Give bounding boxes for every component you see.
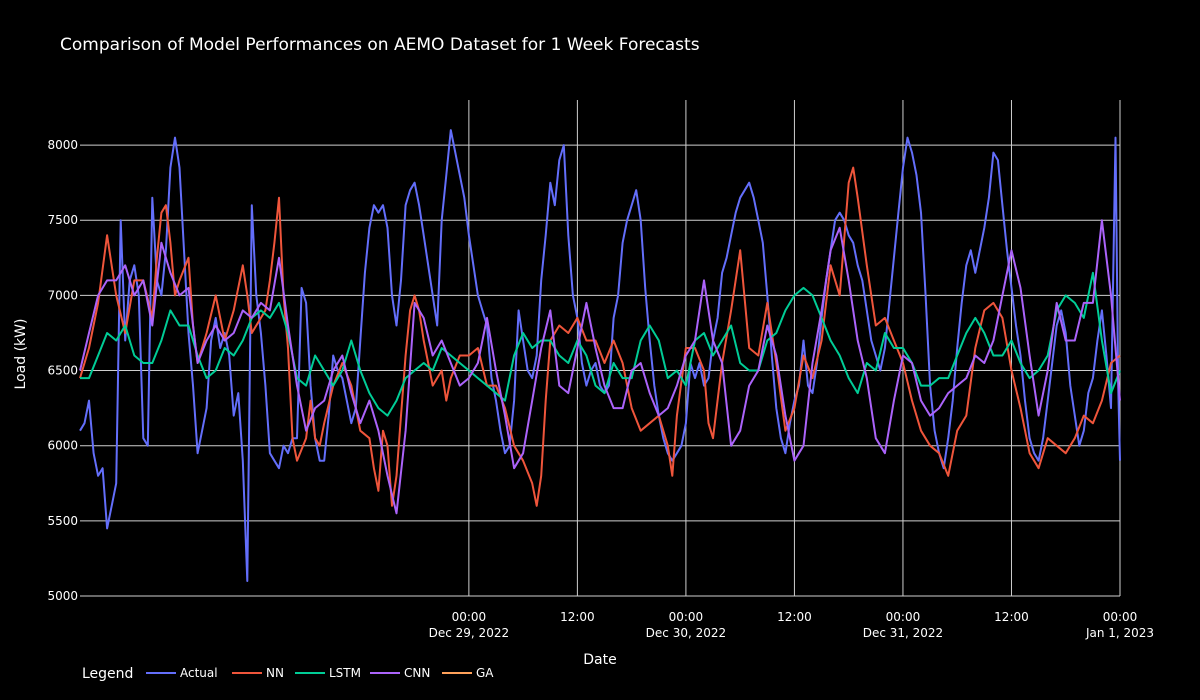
legend-item-nn[interactable]: NN: [232, 666, 284, 680]
x-tick-date: Dec 30, 2022: [646, 626, 726, 640]
y-axis-ticks: 5000 5500 6000 6500 7000 7500 8000: [47, 138, 78, 603]
y-tick-label: 5500: [47, 514, 78, 528]
y-tick-label: 8000: [47, 138, 78, 152]
legend: Legend Actual NN LSTM CNN GA: [82, 666, 494, 682]
x-tick-time: 00:00: [452, 610, 487, 624]
x-axis-title: Date: [583, 652, 616, 668]
y-tick-label: 5000: [47, 589, 78, 603]
legend-item-cnn[interactable]: CNN: [370, 666, 430, 680]
series-line-actual: [79, 129, 1121, 582]
legend-label: NN: [266, 666, 284, 680]
y-tick-label: 7500: [47, 213, 78, 227]
y-axis-title: Load (kW): [13, 319, 29, 390]
legend-item-actual[interactable]: Actual: [146, 666, 218, 680]
series-line-nn: [79, 166, 1121, 507]
x-tick-time: 00:00: [669, 610, 704, 624]
y-tick-label: 7000: [47, 288, 78, 302]
x-gridlines: [468, 100, 1121, 596]
series-lines: [79, 129, 1121, 582]
legend-item-lstm[interactable]: LSTM: [295, 666, 361, 680]
legend-label: CNN: [404, 666, 430, 680]
legend-item-ga[interactable]: GA: [442, 666, 494, 680]
x-tick-time: 00:00: [1103, 610, 1138, 624]
legend-label: LSTM: [329, 666, 361, 680]
y-tick-label: 6000: [47, 439, 78, 453]
x-axis-ticks: 00:00 Dec 29, 2022 12:00 00:00 Dec 30, 2022 1…: [429, 610, 1154, 640]
x-tick-date: Jan 1, 2023: [1085, 626, 1154, 640]
series-line-cnn: [79, 219, 1121, 515]
y-tick-label: 6500: [47, 364, 78, 378]
x-tick-date: Dec 31, 2022: [863, 626, 943, 640]
x-tick-date: Dec 29, 2022: [429, 626, 509, 640]
legend-label: Actual: [180, 666, 218, 680]
x-tick-time: 12:00: [777, 610, 812, 624]
x-tick-time: 12:00: [994, 610, 1029, 624]
x-tick-time: 12:00: [560, 610, 595, 624]
legend-items: Actual NN LSTM CNN GA: [146, 666, 494, 680]
chart-title: Comparison of Model Performances on AEMO…: [60, 35, 700, 55]
legend-label: GA: [476, 666, 494, 680]
x-tick-time: 00:00: [886, 610, 921, 624]
legend-title: Legend: [82, 666, 133, 682]
